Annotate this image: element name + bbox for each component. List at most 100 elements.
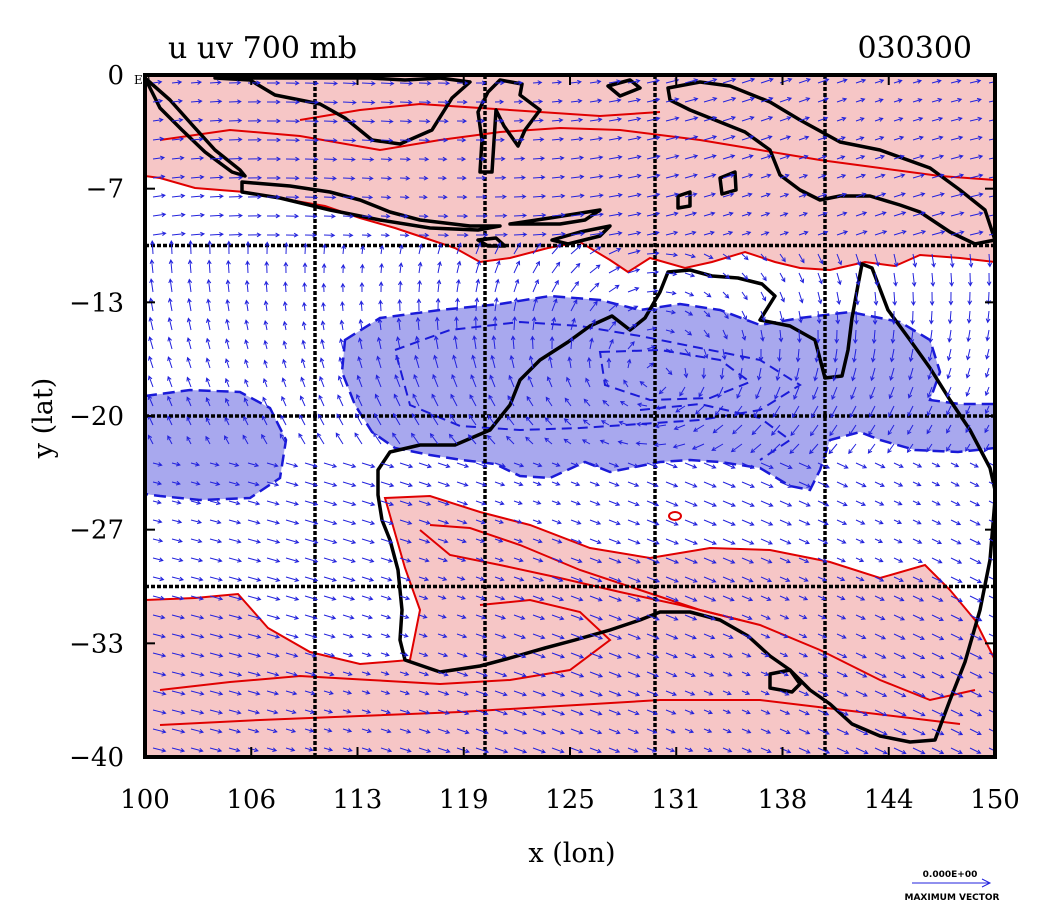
wind-vector xyxy=(931,97,943,103)
wind-vector xyxy=(513,278,520,293)
wind-vector xyxy=(722,500,736,507)
wind-vector xyxy=(703,78,718,84)
wind-vector xyxy=(684,500,698,507)
wind-vector xyxy=(247,519,261,525)
wind-vector xyxy=(399,156,411,162)
wind-vector xyxy=(809,443,819,455)
wind-vector xyxy=(152,671,167,677)
x-tick-label: 119 xyxy=(439,785,489,815)
wind-vector xyxy=(475,633,487,639)
wind-vector xyxy=(247,194,262,200)
wind-vector xyxy=(475,709,489,716)
wind-vector xyxy=(456,232,469,238)
wind-vector xyxy=(228,747,241,753)
wind-vector xyxy=(988,214,995,217)
wind-vector xyxy=(950,192,965,198)
wind-vector xyxy=(304,595,318,601)
wind-vector xyxy=(836,272,842,286)
wind-vector xyxy=(190,652,205,658)
wind-vector xyxy=(358,318,364,331)
wind-vector xyxy=(907,405,914,417)
wind-vector xyxy=(870,367,876,382)
wind-vector xyxy=(209,576,223,582)
wind-vector xyxy=(931,116,944,122)
wind-vector xyxy=(874,462,886,469)
wind-vector xyxy=(228,481,241,487)
wind-vector xyxy=(374,412,382,426)
wind-vector xyxy=(190,461,201,467)
wind-vector xyxy=(798,652,809,658)
wind-vector xyxy=(285,481,299,487)
wind-vector xyxy=(209,652,224,658)
wind-vector xyxy=(987,253,993,268)
wind-vector xyxy=(570,576,584,583)
wind-vector xyxy=(456,118,468,124)
wind-vector xyxy=(912,614,925,621)
wind-vector xyxy=(926,424,933,435)
wind-vector xyxy=(946,424,952,434)
wind-vector xyxy=(551,538,563,544)
wind-vector xyxy=(380,194,392,200)
wind-vector xyxy=(779,633,789,639)
wind-vector xyxy=(378,281,384,293)
wind-vector xyxy=(798,728,811,735)
wind-vector xyxy=(589,709,603,716)
wind-vector xyxy=(684,310,694,316)
wind-vector xyxy=(267,175,281,181)
wind-vector xyxy=(887,443,895,454)
wind-vector xyxy=(486,434,496,445)
wind-vector xyxy=(874,500,885,506)
wind-vector xyxy=(741,231,752,236)
wind-vector xyxy=(627,500,640,507)
wind-vector xyxy=(778,329,784,343)
wind-vector xyxy=(339,337,344,350)
wind-vector xyxy=(589,595,603,602)
wind-vector xyxy=(646,519,660,526)
wind-vector xyxy=(513,709,528,716)
wind-vector xyxy=(474,297,480,312)
wind-vector xyxy=(357,356,363,369)
wind-vector xyxy=(399,652,409,657)
wind-vector xyxy=(418,709,431,715)
wind-vector xyxy=(321,282,327,293)
wind-vector xyxy=(779,310,785,323)
wind-vector xyxy=(817,272,823,285)
wind-vector xyxy=(322,243,327,255)
wind-vector xyxy=(760,557,773,564)
wind-vector xyxy=(836,728,850,735)
wind-vector xyxy=(494,137,505,143)
wind-vector xyxy=(589,500,601,506)
wind-vector xyxy=(475,576,485,581)
wind-vector xyxy=(646,500,660,507)
wind-vector xyxy=(209,709,224,715)
wind-vector xyxy=(929,291,935,306)
wind-vector xyxy=(618,420,629,426)
wind-vector xyxy=(544,417,553,426)
wind-vector xyxy=(380,119,394,124)
x-tick-label: 113 xyxy=(333,785,383,815)
wind-vector xyxy=(283,261,289,274)
wind-vector xyxy=(817,690,829,697)
wind-vector xyxy=(793,386,800,400)
wind-vector xyxy=(589,633,604,640)
wind-vector xyxy=(779,709,791,715)
wind-vector xyxy=(855,230,868,236)
wind-vector xyxy=(627,211,642,217)
wind-vector xyxy=(912,253,918,268)
wind-vector xyxy=(532,242,542,255)
wind-vector xyxy=(969,728,982,735)
wind-vector xyxy=(947,310,953,325)
wind-vector xyxy=(323,213,336,219)
wind-vector xyxy=(361,633,373,639)
wind-vector xyxy=(684,78,699,84)
wind-vector xyxy=(285,728,297,733)
wind-vector xyxy=(418,728,431,734)
wind-vector xyxy=(874,671,887,678)
wind-vector xyxy=(186,317,192,331)
wind-vector xyxy=(513,500,523,505)
wind-vector xyxy=(684,747,694,752)
wind-vector xyxy=(722,652,734,658)
wind-vector xyxy=(380,614,392,620)
wind-vector xyxy=(931,633,945,641)
wind-vector xyxy=(437,652,449,658)
